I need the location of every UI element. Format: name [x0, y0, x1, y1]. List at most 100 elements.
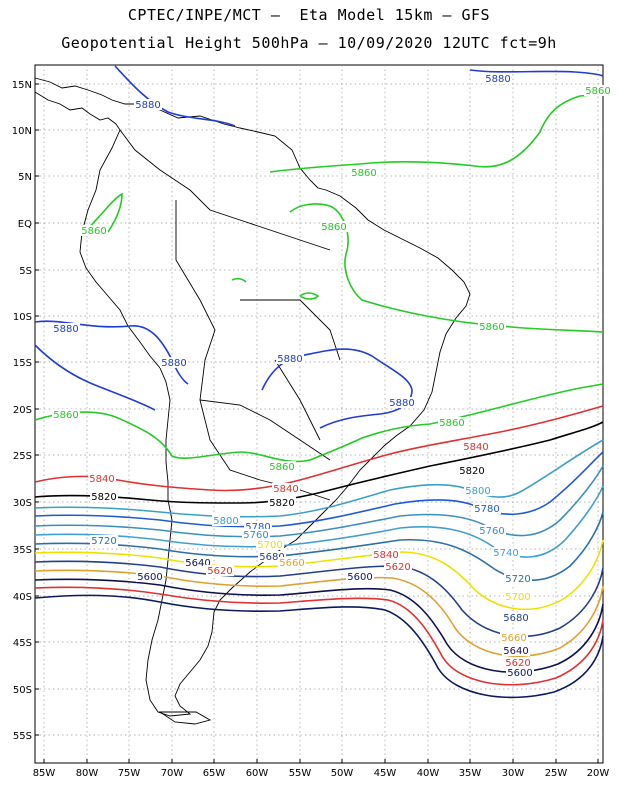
contour-label-bg	[388, 397, 416, 408]
contour-5860	[299, 292, 320, 300]
lat-tick-label: 40S	[13, 592, 32, 603]
contour-label-bg	[504, 573, 532, 584]
lon-tick-label: 80W	[76, 768, 99, 779]
contour-label-5880: 5880	[135, 100, 160, 111]
contour-label-bg	[184, 557, 212, 568]
lon-tick-label: 55W	[289, 768, 312, 779]
map-title-line1: CPTEC/INPE/MCT – Eta Model 15km – GFS	[127, 6, 491, 24]
contour-label-bg	[212, 515, 240, 526]
contour-label-bg	[478, 525, 506, 536]
tierra-del-fuego	[158, 711, 212, 725]
contour-label-bg	[384, 561, 412, 572]
contour-label-bg	[90, 491, 118, 502]
contour-label-bg	[458, 465, 486, 476]
contour-label-5800: 5800	[465, 486, 490, 497]
contour-label-bg	[350, 167, 378, 178]
contour-label-5860: 5860	[321, 222, 346, 233]
contour-5600	[34, 594, 604, 699]
lat-tick-label: 10S	[13, 312, 32, 323]
contour-label-5860: 5860	[439, 418, 464, 429]
contour-label-bg	[492, 547, 520, 558]
contour-label-5760: 5760	[479, 526, 504, 537]
contour-label-5840: 5840	[373, 550, 398, 561]
contour-label-5860: 5860	[479, 322, 504, 333]
contour-label-bg	[278, 557, 306, 568]
contour-label-bg	[484, 73, 512, 84]
contour-label-bg	[272, 483, 300, 494]
contour-5800	[34, 439, 604, 518]
contour-label-5840: 5840	[463, 442, 488, 453]
contour-label-5820: 5820	[91, 492, 116, 503]
contour-5720	[34, 511, 604, 582]
contour-label-5880: 5880	[277, 354, 302, 365]
contour-5860	[289, 203, 604, 333]
contour-label-bg	[268, 461, 296, 472]
contour-label-bg	[52, 323, 80, 334]
contour-label-bg	[276, 353, 304, 364]
contour-label-5760: 5760	[243, 530, 268, 541]
contour-label-5840: 5840	[89, 474, 114, 485]
lon-tick-label: 20W	[587, 768, 610, 779]
lon-tick-label: 25W	[545, 768, 568, 779]
contour-label-bg	[584, 85, 612, 96]
lat-tick-label: 30S	[13, 498, 32, 509]
contour-label-5880: 5880	[53, 324, 78, 335]
contour-5860	[231, 277, 247, 283]
contour-label-bg	[473, 503, 501, 514]
contour-label-5880: 5880	[161, 358, 186, 369]
contour-label-bg	[242, 529, 270, 540]
contour-labels: 5880 5880 5880 5880 5880 5880 5860 5860 5860 5860…	[52, 73, 612, 679]
contour-label-bg	[244, 521, 272, 532]
contour-label-5660: 5660	[501, 633, 526, 644]
contour-label-bg	[268, 497, 296, 508]
contour-label-bg	[464, 485, 492, 496]
contour-label-bg	[80, 225, 108, 236]
contour-5860	[81, 192, 123, 237]
contour-label-5860: 5860	[53, 410, 78, 421]
contour-label-5780: 5780	[474, 504, 499, 515]
contour-label-5640: 5640	[185, 558, 210, 569]
contour-label-5820: 5820	[269, 498, 294, 509]
contour-label-bg	[462, 441, 490, 452]
contour-label-bg	[88, 473, 116, 484]
contour-5760	[34, 465, 604, 538]
contour-label-bg	[136, 571, 164, 582]
contour-label-bg	[506, 667, 534, 678]
contour-label-5880: 5880	[389, 398, 414, 409]
contour-5840	[34, 405, 604, 492]
contour-label-bg	[372, 549, 400, 560]
contour-label-5860: 5860	[269, 462, 294, 473]
contour-label-5600: 5600	[507, 668, 532, 679]
contour-label-bg	[256, 539, 284, 550]
contour-label-bg	[346, 571, 374, 582]
contour-label-5620: 5620	[207, 566, 232, 577]
contour-label-bg	[478, 321, 506, 332]
lon-tick-label: 85W	[33, 768, 56, 779]
contour-label-bg	[500, 632, 528, 643]
country-borders	[119, 129, 341, 501]
contour-label-5600: 5600	[137, 572, 162, 583]
contour-label-bg	[438, 417, 466, 428]
map-frame	[34, 64, 604, 764]
lon-tick-label: 50W	[331, 768, 354, 779]
contour-label-5680: 5680	[259, 552, 284, 563]
lat-tick-label: 50S	[13, 685, 32, 696]
contour-label-5620: 5620	[505, 658, 530, 669]
contour-label-5780: 5780	[245, 522, 270, 533]
contour-label-5880: 5880	[485, 74, 510, 85]
contour-label-bg	[52, 409, 80, 420]
contour-label-bg	[90, 535, 118, 546]
contour-label-5620: 5620	[385, 562, 410, 573]
contour-label-5860: 5860	[81, 226, 106, 237]
contour-5880	[469, 69, 604, 77]
map-title-line2: Geopotential Height 500hPa – 10/09/2020 …	[61, 34, 557, 52]
contour-label-bg	[206, 565, 234, 576]
contour-label-5640: 5640	[503, 646, 528, 657]
contour-label-bg	[258, 551, 286, 562]
lat-tick-label: 5N	[18, 172, 32, 183]
lon-tick-label: 75W	[118, 768, 141, 779]
contour-5620	[34, 586, 604, 686]
contour-5880	[34, 344, 156, 411]
contour-label-5600: 5600	[347, 572, 372, 583]
